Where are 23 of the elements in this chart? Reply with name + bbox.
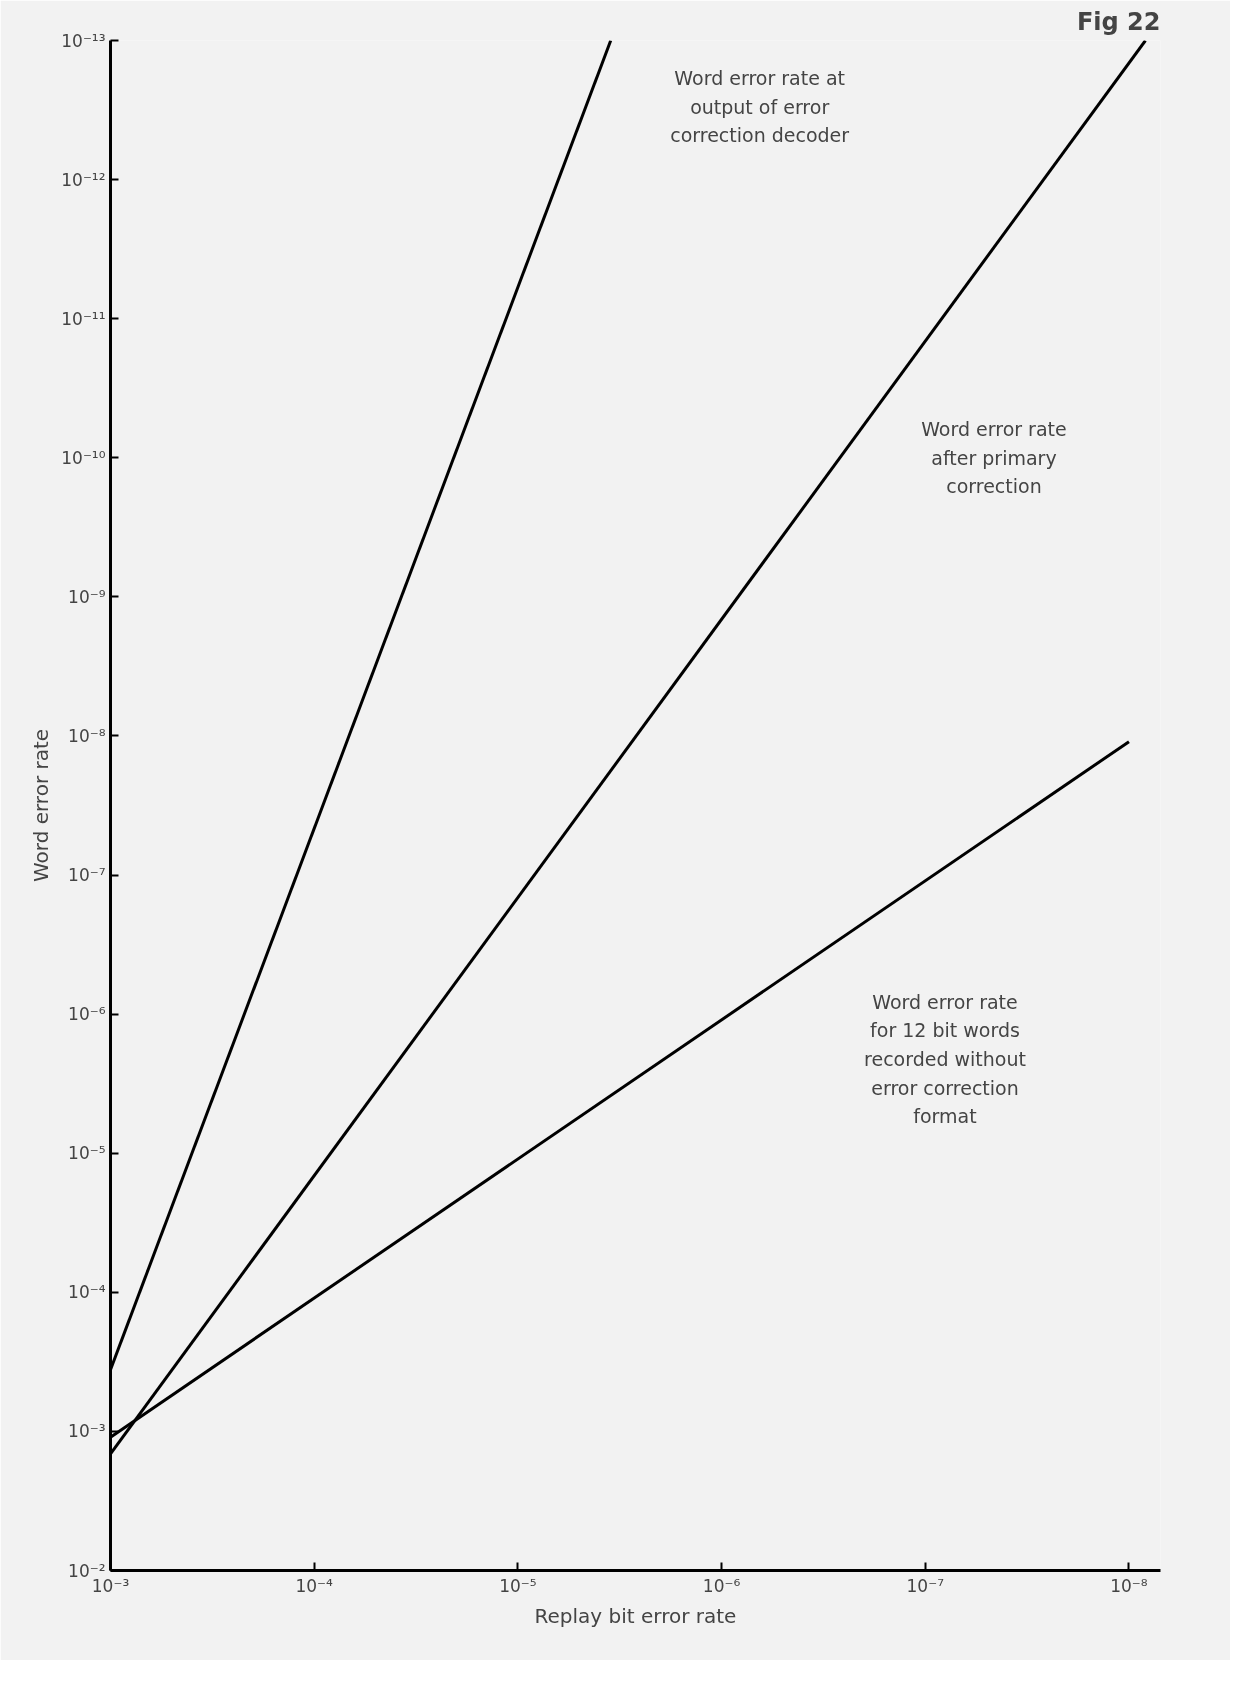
y-tick-label: 10⁻¹² (61, 169, 106, 190)
x-tick-label: 10⁻⁵ (499, 1575, 537, 1596)
y-tick-label: 10⁻⁷ (68, 865, 106, 886)
annotation: Word error rate after primary correction (921, 418, 1067, 498)
y-tick-label: 10⁻⁴ (68, 1282, 106, 1303)
y-tick-label: 10⁻¹⁰ (61, 447, 106, 468)
x-tick-label: 10⁻³ (91, 1575, 130, 1596)
y-tick-label: 10⁻¹¹ (61, 308, 106, 329)
x-axis-title: Replay bit error rate (534, 1603, 737, 1628)
y-axis-title: Word error rate (29, 728, 54, 883)
annotation: Word error rate for 12 bit words recorded without error correction format (864, 990, 1026, 1128)
x-tick-label: 10⁻⁷ (906, 1575, 945, 1596)
y-tick-label: 10⁻³ (68, 1421, 106, 1442)
x-tick-label: 10⁻⁸ (1110, 1575, 1148, 1596)
x-tick-label: 10⁻⁶ (702, 1575, 741, 1596)
y-tick-label: 10⁻⁹ (68, 586, 106, 607)
y-tick-label: 10⁻¹³ (61, 30, 106, 51)
y-tick-label: 10⁻⁸ (68, 725, 106, 746)
annotation: Word error rate at output of error correction decoder (670, 67, 850, 147)
y-tick-label: 10⁻⁵ (68, 1143, 106, 1164)
x-tick-label: 10⁻⁴ (295, 1575, 334, 1596)
caption: Fig 22 (1076, 7, 1161, 36)
y-tick-label: 10⁻⁶ (68, 1004, 106, 1025)
